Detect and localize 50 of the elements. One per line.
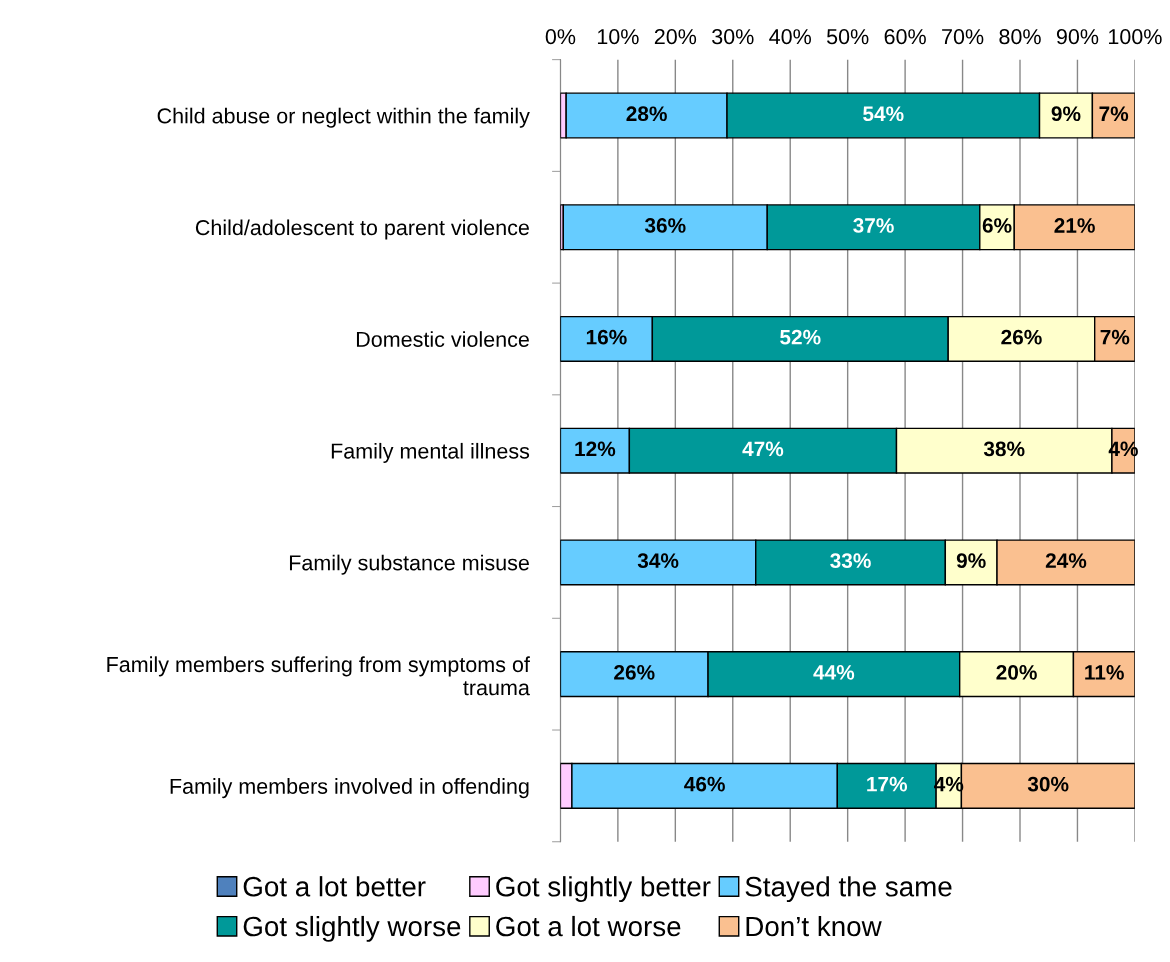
legend-label: Got a lot better (243, 876, 426, 897)
data-label: 26% (1001, 329, 1042, 345)
x-tick-label: 60% (884, 29, 926, 45)
data-label: 44% (813, 665, 855, 680)
y-tick-label: Child/adolescent to parent violence (195, 219, 529, 240)
y-tick-label: Family mental illness (331, 442, 530, 463)
data-label: 26% (614, 665, 655, 680)
data-label: 9% (956, 553, 986, 569)
data-label: 38% (983, 441, 1025, 457)
data-label: 9% (1051, 106, 1081, 122)
x-tick-label: 30% (712, 29, 754, 45)
x-tick-label: 100% (1109, 29, 1162, 45)
x-tick-label: 0% (545, 29, 576, 45)
data-label: 34% (637, 553, 679, 569)
data-label: 21% (1054, 218, 1095, 233)
y-tick-label: Family members suffering from symptoms of trauma (107, 656, 530, 696)
y-tick-label: Child abuse or neglect within the family (157, 107, 530, 128)
data-label: 11% (1085, 665, 1124, 680)
data-label: 28% (626, 106, 667, 122)
data-label: 30% (1027, 776, 1069, 792)
y-tick-label: Family substance misuse (289, 554, 529, 575)
data-label: 52% (780, 329, 821, 345)
legend-label: Got a lot worse (496, 915, 681, 937)
legend-label: Don’t know (746, 915, 882, 937)
data-label: 37% (853, 218, 894, 233)
data-label: 54% (863, 106, 904, 122)
data-label: 47% (742, 441, 784, 457)
data-label: 24% (1045, 553, 1087, 568)
data-label: 20% (996, 665, 1037, 680)
x-tick-label: 90% (1056, 29, 1099, 45)
data-label: 7% (1099, 106, 1129, 122)
data-label: 7% (1100, 329, 1130, 345)
y-tick-label: Family members involved in offending (170, 778, 529, 799)
legend-label: Stayed the same (745, 876, 952, 903)
y-tick-label: Domestic violence (356, 331, 529, 347)
data-label: 33% (830, 553, 871, 569)
x-tick-label: 20% (654, 29, 697, 45)
legend-label: Got slightly better (496, 876, 711, 903)
x-tick-label: 10% (597, 29, 639, 45)
data-label: 36% (644, 218, 686, 233)
data-label: 6% (982, 218, 1012, 233)
x-tick-label: 70% (942, 29, 984, 45)
data-label: 46% (684, 776, 725, 792)
data-label: 17% (867, 776, 908, 792)
x-tick-label: 80% (999, 29, 1041, 45)
x-tick-label: 40% (769, 29, 811, 45)
x-tick-label: 50% (826, 29, 869, 45)
data-label: 12% (575, 441, 616, 457)
legend-label: Got slightly worse (243, 915, 461, 942)
data-label: 16% (586, 329, 627, 345)
